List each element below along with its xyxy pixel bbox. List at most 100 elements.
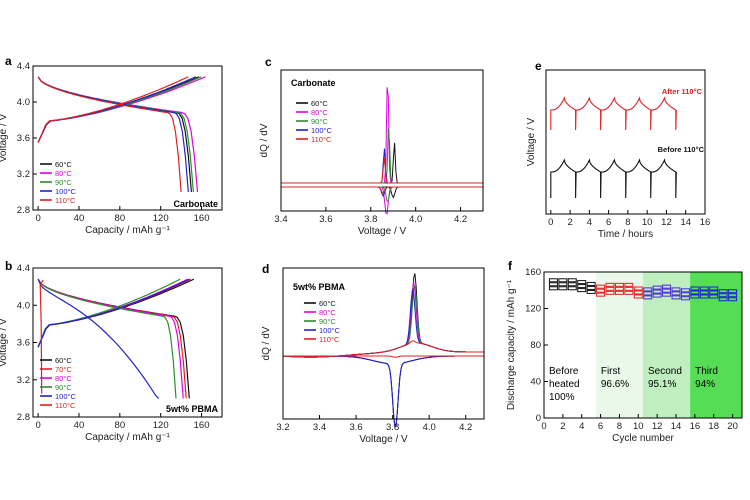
panel-e-ylabel: Voltage / V — [526, 117, 537, 166]
panel-a-xtick-label: 0 — [35, 213, 40, 224]
panel-f-xtick-label: 14 — [671, 421, 682, 432]
panel-f-data-point — [614, 282, 624, 287]
panel-d-legend-label: 90°C — [319, 317, 336, 326]
panel-a-ytick-label: 2.8 — [17, 205, 30, 216]
panel-f-xtick-label: 20 — [727, 421, 738, 432]
panel-b-xtick-label: 160 — [194, 420, 210, 431]
panel-b-ytick-label: 3.6 — [17, 338, 30, 349]
panel-f-data-point — [548, 286, 558, 291]
panel-d-series-line — [283, 355, 484, 428]
panel-f-data-point — [718, 289, 728, 294]
panel-f-region-label: 95.1% — [648, 379, 676, 390]
panel-d-dqdv-pbma: d 3.2 3.4 3.6 3.8 4.0 4.2 Voltage / V dQ / dV 60°… — [261, 262, 485, 445]
panel-e-xtick-label: 16 — [700, 217, 711, 228]
panel-c-xtick-label: 3.4 — [274, 214, 287, 225]
panel-f-data-point — [709, 290, 719, 295]
panel-b-series-line — [37, 278, 160, 399]
panel-f-cycling-capacity: f Before heated 100% First 96.6% Second 95.1% Th… — [506, 259, 743, 444]
panel-e-label-before: Before 110°C — [658, 145, 705, 154]
panel-f-data-point — [671, 291, 681, 296]
panel-a-legend-label: 80°C — [55, 169, 72, 178]
panel-b-series-charge-line — [37, 278, 190, 348]
panel-a-xtick-label: 160 — [194, 213, 210, 224]
panel-f-region-label: Before — [549, 366, 579, 377]
panel-b-series-line — [37, 278, 177, 399]
panel-a-letter: a — [5, 54, 12, 68]
panel-f-data-point — [596, 284, 606, 289]
panel-f-data-point — [558, 278, 568, 283]
panel-f-data-point — [699, 294, 709, 299]
panel-a-ytick-label: 4.0 — [17, 97, 30, 108]
panel-a-series-charge-line — [37, 76, 197, 143]
panel-f-ytick-label: 120 — [525, 304, 541, 315]
panel-e-letter: e — [535, 59, 542, 73]
panel-f-data-point — [680, 292, 690, 297]
panel-f-data-point — [718, 293, 728, 298]
panel-f-region-label: Second — [648, 366, 682, 377]
panel-f-data-point — [614, 286, 624, 291]
panel-f-data-point — [586, 285, 596, 290]
panel-c-legend-label: 60°C — [311, 99, 328, 108]
panel-a-series-charge-line — [37, 76, 200, 143]
panel-d-frame — [282, 267, 485, 420]
panel-f-data-point — [671, 287, 681, 292]
panel-f-xtick-label: 6 — [598, 421, 603, 432]
panel-d-series-line — [283, 355, 484, 428]
panel-f-data-point — [558, 286, 568, 291]
panel-b-xtick-label: 40 — [74, 420, 85, 431]
panel-f-xtick-label: 10 — [633, 421, 644, 432]
panel-c-title: Carbonate — [291, 78, 336, 88]
panel-a-series-charge-line — [37, 76, 189, 143]
panel-d-xtick-label: 3.2 — [276, 422, 289, 433]
panel-e-series-line — [550, 158, 677, 199]
panel-e-xtick-label: 8 — [625, 217, 630, 228]
panel-f-data-point — [558, 282, 568, 287]
panel-f-region-label: 96.6% — [601, 379, 629, 390]
panel-f-region-label: First — [601, 366, 621, 377]
panel-e-xtick-label: 0 — [548, 217, 553, 228]
panel-e-frame — [545, 69, 706, 215]
panel-d-series-line — [283, 355, 484, 358]
panel-e-xtick-label: 4 — [587, 217, 592, 228]
panel-f-region-label: heated — [549, 379, 580, 390]
panel-c-letter: c — [265, 55, 272, 69]
panel-f-data-point — [633, 286, 643, 291]
panel-f-data-point — [662, 292, 672, 297]
panel-a-discharge-curves-carbonate: a 0 40 80 120 160 2.8 3.2 3.6 4.0 4.4 Capacity / mA… — [0, 54, 223, 236]
panel-a-legend-label: 110°C — [55, 196, 76, 205]
panel-c-legend-label: 110°C — [311, 135, 332, 144]
panel-c-xtick-label: 4.0 — [409, 214, 422, 225]
panel-b-legend-label: 60°C — [55, 356, 72, 365]
panel-f-data-point — [643, 291, 653, 296]
panel-c-frame — [280, 69, 484, 212]
panel-b-ytick-label: 4.4 — [17, 263, 30, 274]
panel-d-xtick-label: 4.0 — [423, 422, 436, 433]
panel-f-data-point — [690, 290, 700, 295]
panel-f-xlabel: Cycle number — [612, 433, 674, 444]
panel-f-xtick-label: 12 — [652, 421, 663, 432]
panel-f-data-point — [728, 293, 738, 298]
panel-d-letter: d — [262, 262, 269, 276]
panel-f-xtick-label: 18 — [708, 421, 719, 432]
panel-d-title: 5wt% PBMA — [293, 282, 346, 292]
panel-f-data-point — [652, 289, 662, 294]
panel-e-label-after: After 110°C — [662, 87, 703, 96]
panel-f-data-point — [728, 289, 738, 294]
panel-d-series-line — [283, 355, 484, 428]
panel-f-data-point — [690, 286, 700, 291]
panel-f-data-point — [567, 282, 577, 287]
panel-f-data-point — [652, 293, 662, 298]
panel-e-xtick-label: 2 — [567, 217, 572, 228]
panel-f-data-point — [643, 295, 653, 300]
panel-d-xlabel: Voltage / V — [359, 434, 408, 445]
panel-d-series-charge-line — [282, 340, 484, 358]
panel-f-data-point — [548, 282, 558, 287]
panel-f-data-point — [652, 285, 662, 290]
panel-f-data-point — [586, 289, 596, 294]
panel-a-legend-label: 100°C — [55, 187, 77, 196]
panel-f-xtick-label: 4 — [579, 421, 584, 432]
panel-f-data-point — [577, 284, 587, 289]
panel-d-legend-label: 60°C — [319, 299, 336, 308]
panel-f-ytick-label: 0 — [536, 413, 541, 424]
